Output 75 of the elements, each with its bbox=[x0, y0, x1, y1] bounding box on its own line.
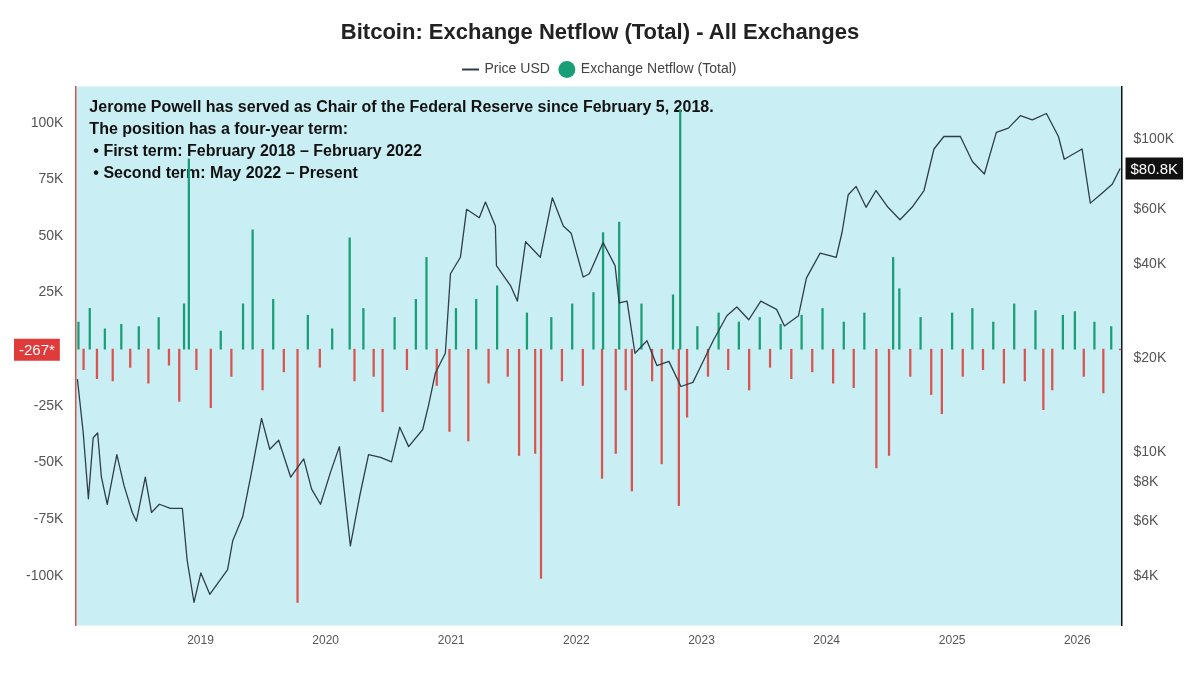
bar bbox=[487, 348, 490, 384]
bar bbox=[1093, 321, 1096, 350]
y2-tick-label: $4K bbox=[1133, 567, 1160, 584]
y2-tick-label: $100K bbox=[1133, 130, 1175, 147]
bar bbox=[1034, 310, 1037, 350]
bar bbox=[137, 326, 140, 350]
bar bbox=[640, 303, 643, 350]
bar bbox=[331, 328, 334, 350]
bar bbox=[353, 348, 356, 382]
bar bbox=[1061, 314, 1065, 350]
bar bbox=[592, 292, 595, 350]
y2-tick-label: $8K bbox=[1133, 473, 1160, 490]
y2-tick-label: $10K bbox=[1133, 442, 1167, 459]
bar bbox=[768, 348, 772, 368]
bar bbox=[1073, 311, 1077, 350]
bar bbox=[495, 285, 499, 350]
bar bbox=[120, 323, 123, 350]
bar bbox=[306, 314, 309, 350]
bar bbox=[157, 317, 160, 350]
bar bbox=[318, 348, 321, 368]
legend-label: Exchange Netflow (Total) bbox=[580, 60, 737, 77]
bar bbox=[393, 317, 396, 350]
x-tick-label: 2020 bbox=[312, 633, 340, 648]
annotation: • First term: February 2018 – February 2022 bbox=[93, 142, 422, 160]
bar bbox=[550, 317, 553, 350]
bar bbox=[77, 321, 80, 350]
y-tick-label: 50K bbox=[38, 226, 65, 243]
bar bbox=[230, 348, 233, 377]
y2-tick-label: $60K bbox=[1133, 199, 1167, 216]
legend-label: Price USD bbox=[484, 60, 550, 77]
bar bbox=[448, 348, 451, 432]
bar bbox=[717, 312, 720, 350]
x-tick-label: 2022 bbox=[562, 633, 590, 648]
bar bbox=[1110, 326, 1113, 350]
bar bbox=[779, 323, 782, 350]
y-tick-label: -25K bbox=[33, 396, 65, 413]
bar bbox=[129, 348, 132, 368]
annotation: Jerome Powell has served as Chair of the Federal Reserve since February 5, 2018. bbox=[89, 98, 714, 116]
x-tick-label: 2024 bbox=[813, 633, 841, 648]
annotation: The position has a four-year term: bbox=[89, 120, 349, 138]
bar bbox=[1002, 348, 1006, 384]
bar bbox=[758, 317, 761, 350]
bar bbox=[103, 328, 106, 350]
y-tick-label: -100K bbox=[26, 566, 65, 583]
bar bbox=[919, 317, 922, 350]
bar bbox=[381, 348, 384, 413]
chart-title: Bitcoin: Exchange Netflow (Total) - All Exchanges bbox=[340, 19, 860, 45]
bar bbox=[425, 257, 428, 350]
bar bbox=[147, 348, 150, 384]
x-tick-label: 2021 bbox=[437, 633, 465, 648]
y2-tick-label: $20K bbox=[1133, 348, 1167, 365]
x-tick-label: 2025 bbox=[938, 633, 966, 648]
text: -267* bbox=[19, 340, 56, 358]
x-tick-label: 2019 bbox=[187, 633, 215, 648]
bar bbox=[296, 348, 299, 603]
y-tick-label: 25K bbox=[38, 283, 65, 300]
bar bbox=[82, 348, 85, 370]
x-tick-label: 2023 bbox=[688, 633, 716, 648]
bar bbox=[898, 288, 901, 350]
y-tick-label: -50K bbox=[33, 453, 65, 470]
y-tick-label: 100K bbox=[30, 113, 65, 130]
bar bbox=[800, 314, 803, 350]
bar bbox=[832, 348, 835, 384]
y-tick-label: 75K bbox=[38, 170, 65, 187]
bar bbox=[362, 308, 365, 350]
y2-tick-label: $6K bbox=[1133, 512, 1160, 529]
y-tick-label: -75K bbox=[33, 509, 65, 526]
bar bbox=[195, 348, 198, 370]
bar bbox=[261, 348, 264, 391]
text: $80.8K bbox=[1130, 159, 1179, 177]
bar bbox=[696, 326, 699, 350]
x-tick-label: 2026 bbox=[1063, 633, 1091, 648]
bar bbox=[821, 308, 824, 350]
bar bbox=[219, 330, 222, 350]
y2-tick-label: $40K bbox=[1133, 254, 1167, 271]
